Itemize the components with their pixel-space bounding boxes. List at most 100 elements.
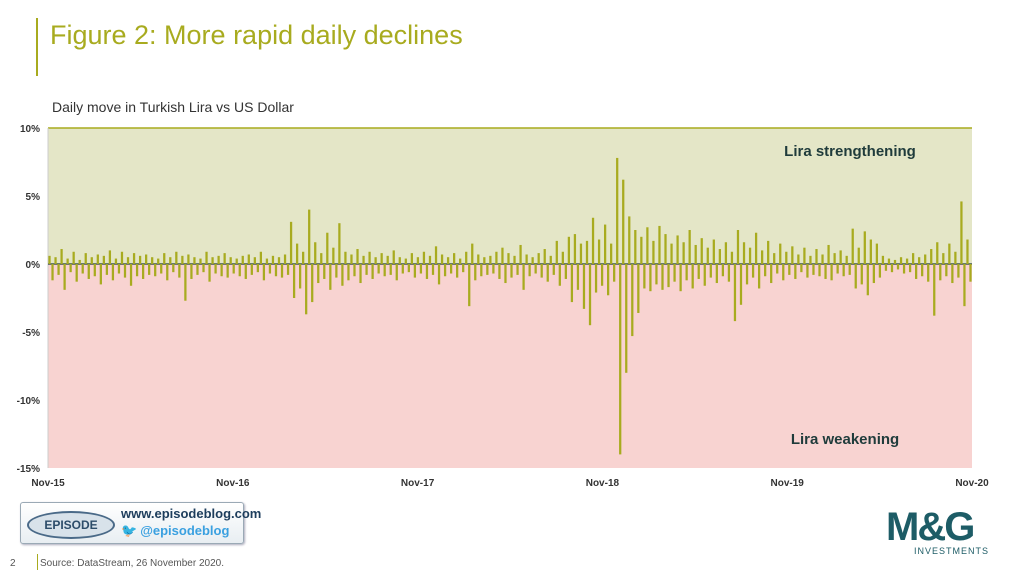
bar	[839, 250, 842, 264]
bar	[51, 264, 54, 281]
bar	[274, 264, 278, 277]
bar	[803, 247, 806, 264]
bar	[226, 264, 229, 278]
episode-logo-box[interactable]: EPISODE www.episodeblog.com 🐦 @episodeblo…	[20, 502, 261, 544]
bar	[652, 240, 655, 264]
bar	[283, 254, 287, 264]
bar	[579, 243, 583, 264]
bar	[918, 257, 921, 264]
source-accent-bar	[37, 554, 38, 570]
bar	[815, 249, 818, 264]
bar	[172, 264, 175, 273]
bar	[199, 258, 202, 264]
bar	[688, 230, 691, 264]
bar	[456, 264, 459, 278]
bar	[507, 253, 510, 264]
bar	[842, 264, 845, 277]
bar	[730, 251, 734, 264]
bar	[619, 264, 622, 455]
bar	[613, 264, 616, 282]
negative-region	[48, 264, 972, 468]
bar	[875, 243, 879, 264]
bar	[745, 264, 749, 285]
bar	[691, 264, 694, 289]
bar	[754, 232, 758, 264]
bar	[727, 264, 731, 282]
bar	[211, 257, 214, 264]
bar	[362, 255, 365, 264]
bar	[543, 249, 546, 264]
bar	[178, 264, 181, 278]
bar	[253, 257, 256, 264]
bar	[908, 264, 912, 273]
bar	[724, 242, 728, 264]
bar	[519, 244, 522, 264]
bar	[788, 264, 791, 275]
bar	[63, 264, 66, 290]
bar	[567, 236, 571, 264]
bar	[821, 254, 824, 264]
bar	[78, 259, 81, 264]
episode-url[interactable]: www.episodeblog.com	[121, 506, 262, 521]
bar	[332, 247, 335, 264]
bar	[157, 258, 160, 264]
bar	[658, 225, 661, 264]
episode-twitter[interactable]: 🐦 @episodeblog	[121, 523, 229, 539]
bar	[655, 264, 658, 285]
bar	[145, 254, 148, 264]
bar	[564, 264, 567, 279]
bar	[238, 264, 241, 277]
bars-group	[48, 157, 972, 455]
bar	[389, 264, 392, 275]
bar	[117, 264, 121, 274]
bar	[764, 264, 767, 277]
mg-brand-sub: INVESTMENTS	[914, 546, 989, 556]
bar	[921, 264, 924, 277]
bar	[314, 242, 317, 264]
bar	[721, 264, 725, 277]
bar	[945, 264, 948, 277]
x-tick-label: Nov-15	[31, 478, 65, 489]
bar	[761, 250, 764, 264]
bar	[742, 242, 746, 264]
bar	[440, 254, 444, 264]
bar	[757, 264, 761, 289]
bar	[733, 264, 737, 322]
bar	[383, 264, 386, 277]
region-label-positive: Lira strengthening	[784, 143, 916, 160]
bar	[244, 264, 247, 279]
bar	[899, 257, 903, 264]
bar	[697, 264, 700, 279]
bar	[486, 264, 489, 275]
bar	[75, 264, 78, 282]
bar	[468, 264, 471, 307]
bar	[286, 264, 290, 275]
x-tick-label: Nov-18	[586, 478, 620, 489]
bar	[616, 157, 619, 264]
bar	[537, 253, 540, 264]
bar	[308, 209, 311, 264]
bar	[649, 264, 652, 292]
bar	[102, 255, 105, 264]
bar	[646, 227, 649, 264]
bar	[501, 247, 504, 264]
bar	[416, 257, 420, 264]
bar	[320, 253, 323, 264]
bar	[513, 255, 516, 264]
bar	[422, 251, 426, 264]
bar	[459, 258, 462, 264]
bar	[317, 264, 320, 284]
bar	[812, 264, 815, 275]
bar	[818, 264, 821, 277]
bar	[465, 251, 468, 264]
bar	[413, 264, 417, 278]
bar	[154, 264, 157, 277]
bar	[235, 258, 238, 264]
bar	[132, 253, 136, 264]
bar	[930, 249, 933, 264]
bar	[247, 254, 250, 264]
bar	[739, 264, 743, 305]
bar	[474, 264, 477, 281]
bar	[202, 264, 205, 273]
bar	[748, 247, 752, 264]
